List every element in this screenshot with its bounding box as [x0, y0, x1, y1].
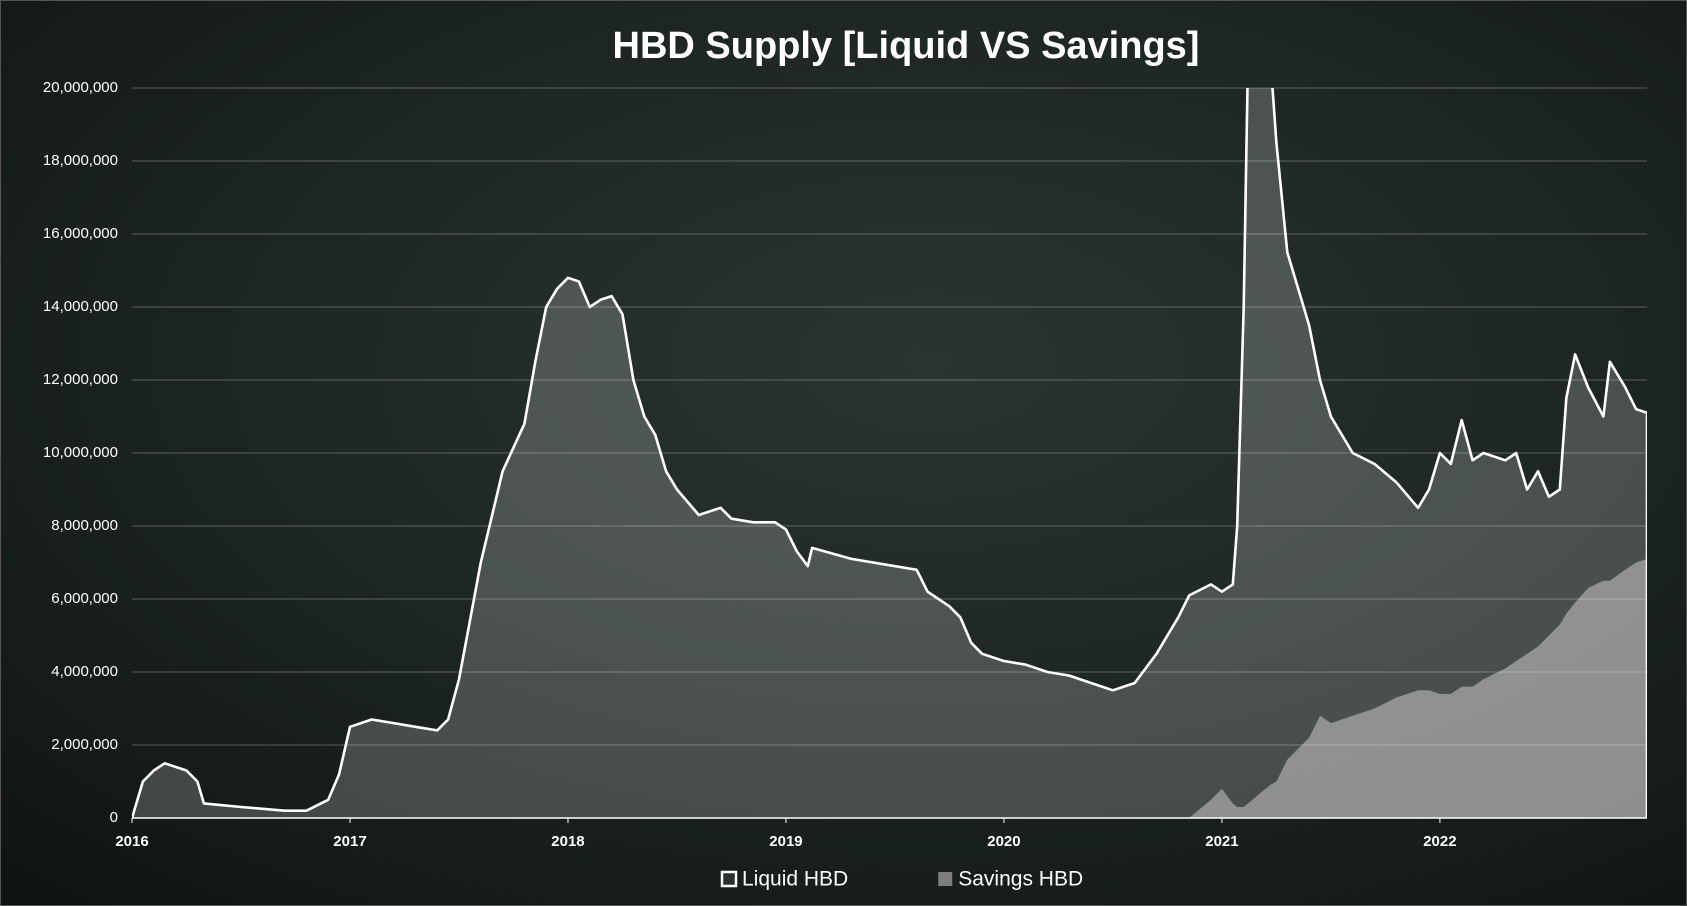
y-tick-label: 18,000,000	[43, 152, 118, 169]
legend-swatch	[720, 870, 738, 888]
y-tick-label: 0	[110, 809, 118, 826]
y-tick-label: 10,000,000	[43, 444, 118, 461]
legend-label: Liquid HBD	[742, 868, 848, 891]
x-tick-label: 2019	[769, 833, 802, 850]
y-tick-label: 2,000,000	[51, 736, 118, 753]
x-tick-label: 2022	[1423, 833, 1456, 850]
x-tick-label: 2020	[987, 833, 1020, 850]
chart-title: HBD Supply [Liquid VS Savings]	[613, 25, 1200, 67]
x-tick-label: 2017	[333, 833, 366, 850]
savings-area	[132, 558, 1647, 818]
x-tick-label: 2016	[115, 833, 148, 850]
liquid-line	[132, 88, 1647, 819]
x-tick-label: 2021	[1205, 833, 1238, 850]
y-tick-label: 8,000,000	[51, 517, 118, 534]
y-tick-label: 6,000,000	[51, 590, 118, 607]
y-tick-label: 14,000,000	[43, 298, 118, 315]
plot-area	[132, 88, 1647, 819]
y-tick-label: 12,000,000	[43, 371, 118, 388]
legend-swatch	[938, 872, 953, 886]
legend-label: Savings HBD	[958, 868, 1083, 891]
y-tick-label: 4,000,000	[51, 663, 118, 680]
liquid-area	[132, 88, 1647, 818]
y-tick-label: 20,000,000	[43, 79, 118, 96]
y-tick-label: 16,000,000	[43, 225, 118, 242]
x-tick-label: 2018	[551, 833, 584, 850]
